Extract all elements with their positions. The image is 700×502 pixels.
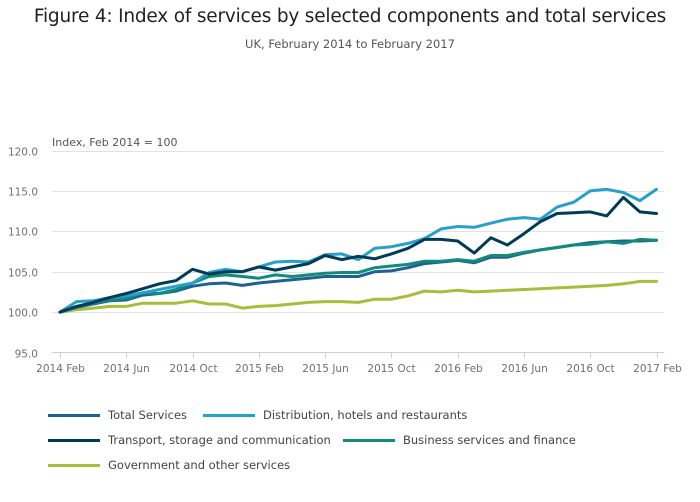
legend-swatch bbox=[203, 413, 255, 417]
series-line-government-and-other-services bbox=[58, 279, 658, 314]
y-tick-label: 110.0 bbox=[8, 227, 38, 239]
line-chart: 95.0 100.0 105.0 110.0 115.0 120.0 Index, Feb… bbox=[8, 136, 682, 375]
legend-swatch bbox=[48, 463, 100, 467]
series-lines bbox=[58, 187, 658, 314]
x-tick-label: 2016 Feb bbox=[434, 363, 483, 375]
x-axis-ticks: 2014 Feb 2014 Jun 2014 Oct 2015 Feb 2015 Jun… bbox=[36, 352, 682, 375]
y-tick-label: 115.0 bbox=[8, 187, 38, 199]
series-line-business-services-and-finance bbox=[58, 237, 658, 314]
legend-item: Distribution, hotels and restaurants bbox=[203, 408, 467, 422]
legend-label: Total Services bbox=[108, 408, 188, 422]
legend-label: Business services and finance bbox=[403, 433, 576, 447]
legend-swatch bbox=[48, 438, 100, 442]
legend-label: Distribution, hotels and restaurants bbox=[263, 408, 468, 422]
y-axis-ticks: 95.0 100.0 105.0 110.0 115.0 120.0 bbox=[8, 147, 38, 361]
legend-item: Business services and finance bbox=[343, 433, 576, 447]
series-line-transport-storage-and-communication bbox=[58, 195, 658, 314]
y-tick-label: 100.0 bbox=[8, 308, 38, 320]
x-tick-label: 2014 Oct bbox=[169, 363, 217, 375]
x-tick-label: 2014 Jun bbox=[103, 363, 149, 375]
x-tick-label: 2015 Oct bbox=[367, 363, 415, 375]
y-tick-label: 105.0 bbox=[8, 268, 38, 280]
legend-label: Government and other services bbox=[108, 458, 291, 472]
y-axis-label: Index, Feb 2014 = 100 bbox=[52, 136, 177, 149]
x-tick-label: 2015 Jun bbox=[302, 363, 348, 375]
chart-subtitle: UK, February 2014 to February 2017 bbox=[245, 37, 455, 51]
y-tick-label: 120.0 bbox=[8, 147, 38, 159]
legend-item: Transport, storage and communication bbox=[48, 433, 331, 447]
legend-item: Government and other services bbox=[48, 458, 290, 472]
x-tick-label: 2017 Feb bbox=[633, 363, 682, 375]
x-tick-label: 2016 Jun bbox=[501, 363, 547, 375]
legend-item: Total Services bbox=[48, 408, 187, 422]
x-tick-label: 2015 Feb bbox=[235, 363, 284, 375]
legend-label: Transport, storage and communication bbox=[108, 433, 331, 447]
series-line-distribution-hotels-and-restaurants bbox=[58, 187, 658, 314]
legend-swatch bbox=[343, 438, 395, 442]
y-tick-label: 95.0 bbox=[15, 349, 38, 361]
gridlines bbox=[52, 151, 664, 313]
chart-title: Figure 4: Index of services by selected … bbox=[33, 6, 667, 27]
x-tick-label: 2016 Oct bbox=[566, 363, 614, 375]
x-tick-label: 2014 Feb bbox=[36, 363, 85, 375]
legend-swatch bbox=[48, 413, 100, 417]
